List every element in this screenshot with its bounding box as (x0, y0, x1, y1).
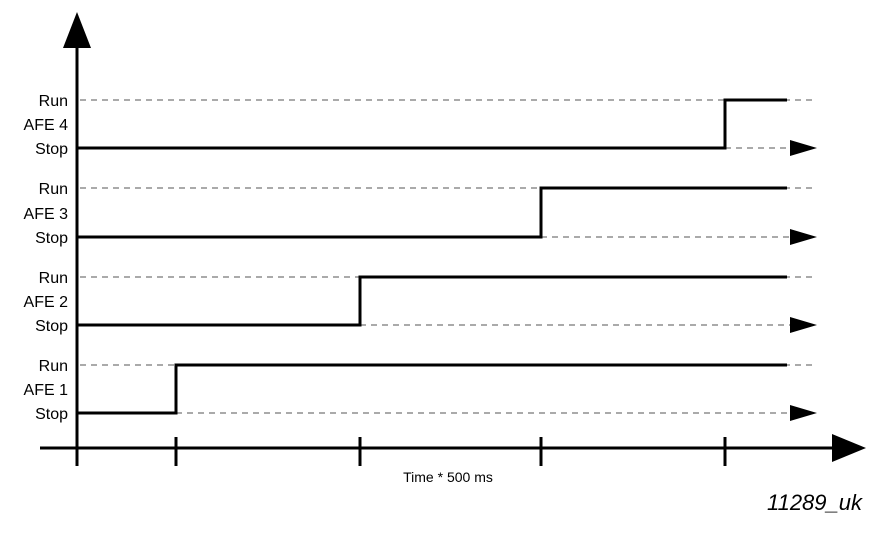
afe-name-label: AFE 2 (24, 294, 69, 311)
afe-signal-line (77, 363, 787, 415)
figure-id: 11289_uk (766, 490, 862, 515)
stop-label: Stop (35, 141, 68, 158)
stop-level-arrow-icon (790, 229, 817, 245)
x-axis-label: Time * 500 ms (403, 469, 493, 485)
stop-label: Stop (35, 406, 68, 423)
afe-name-label: AFE 4 (24, 117, 69, 134)
run-label: Run (39, 358, 68, 375)
y-axis-arrow-icon (63, 12, 91, 48)
afe-signal-line (77, 98, 787, 150)
afe-signal-line (77, 186, 787, 239)
afe-name-label: AFE 1 (24, 382, 69, 399)
stop-level-arrow-icon (790, 405, 817, 421)
run-label: Run (39, 270, 68, 287)
run-label: Run (39, 93, 68, 110)
afe-signal-line (77, 275, 787, 327)
stop-level-arrow-icon (790, 140, 817, 156)
afe-name-label: AFE 3 (24, 206, 69, 223)
x-axis-arrow-icon (832, 434, 866, 462)
stop-level-arrow-icon (790, 317, 817, 333)
run-label: Run (39, 181, 68, 198)
stop-label: Stop (35, 318, 68, 335)
stop-label: Stop (35, 230, 68, 247)
